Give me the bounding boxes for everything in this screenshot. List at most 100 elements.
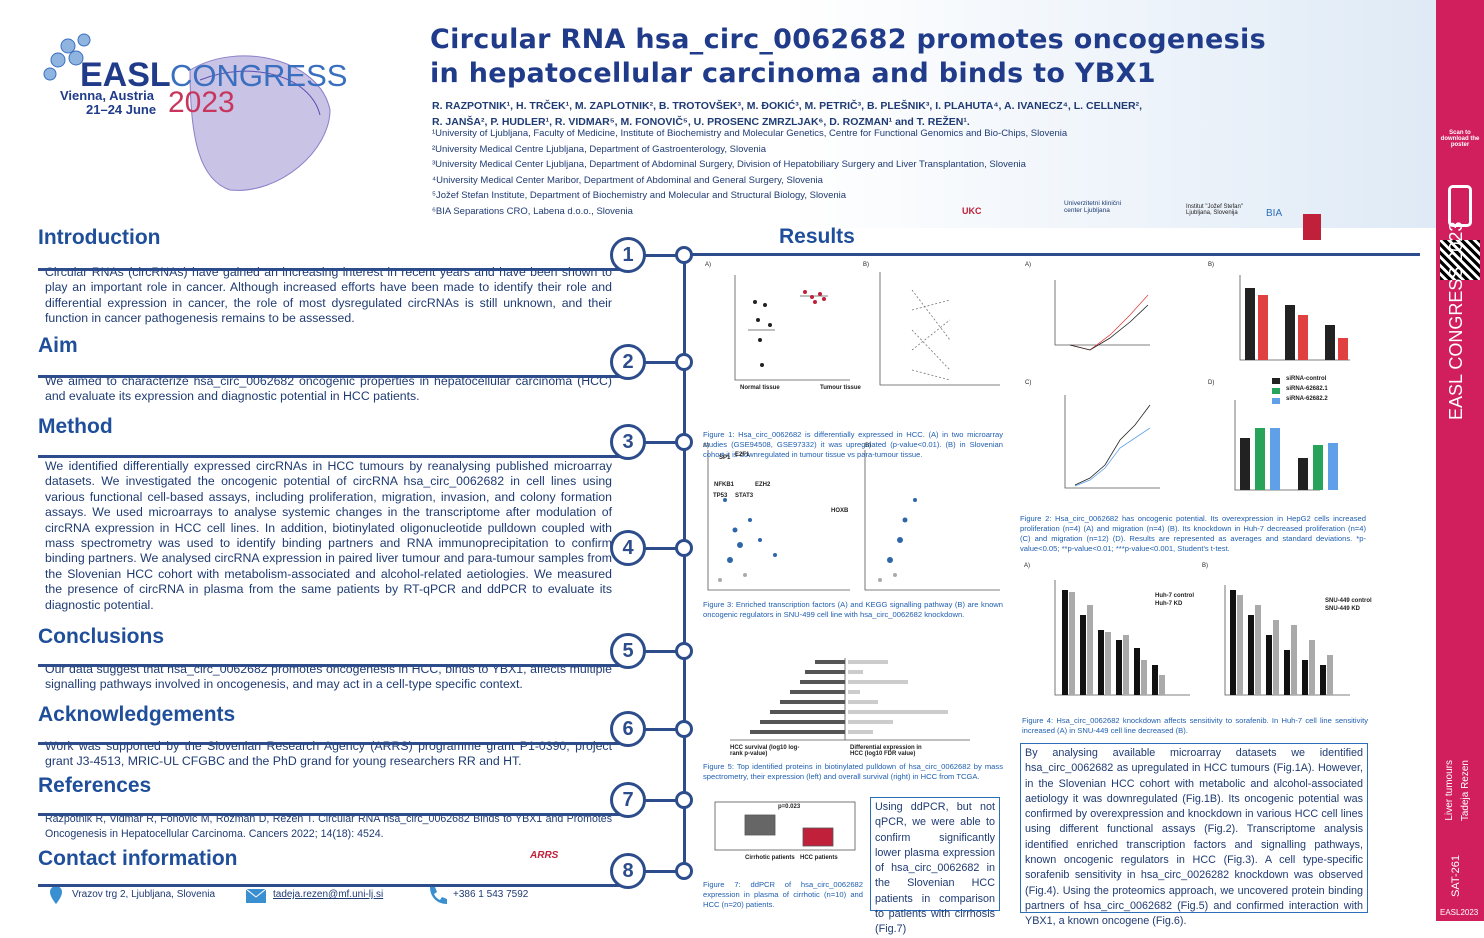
step-number: 7	[610, 782, 646, 818]
ddpcr-text: Using ddPCR, but not qPCR, we were able …	[870, 797, 1000, 935]
step-number: 8	[610, 853, 646, 889]
logo-place: Vienna, Austria	[60, 88, 154, 103]
figure-label: Huh-7 KD	[1155, 601, 1183, 607]
results-title: Results	[779, 225, 855, 248]
panel-label: B)	[863, 262, 869, 268]
affiliation: ⁵Jožef Stefan Institute, Department of B…	[432, 190, 847, 201]
figure-caption: Figure 5: Top identified proteins in bio…	[703, 762, 1003, 781]
section-title: Acknowledgements	[38, 703, 236, 726]
sidebar-tag: EASL2023	[1440, 908, 1479, 917]
section-title: Contact information	[38, 847, 238, 870]
scan-text: Scan to download the poster	[1440, 130, 1480, 148]
contact-icons	[50, 886, 447, 904]
arrs-logo: ARRS	[530, 850, 559, 861]
sidebar: Scan to download the poster EASL CONGRES…	[1436, 0, 1484, 921]
figure-label: TP53	[713, 493, 728, 499]
panel-label: A)	[1025, 262, 1031, 268]
contact-address: Vrazov trg 2, Ljubljana, Slovenia	[72, 889, 216, 900]
node	[675, 539, 693, 557]
affiliation: ²University Medical Centre Ljubljana, De…	[432, 143, 767, 155]
figure-label: p=0.023	[778, 804, 801, 810]
node	[675, 642, 693, 660]
results-heading: Results	[779, 225, 855, 249]
contact-email[interactable]: tadeja.rezen@mf.uni-lj.si	[273, 889, 384, 900]
section-text: Circular RNAs (circRNAs) have gained an …	[45, 265, 612, 326]
title: in hepatocellular carcinoma and binds to…	[430, 58, 1156, 89]
step-number: 2	[610, 344, 646, 380]
title: Circular RNA hsa_circ_0062682 promotes o…	[430, 24, 1266, 55]
figure-label: HCC patients	[800, 855, 838, 861]
qr-code	[1440, 240, 1480, 280]
rule	[644, 728, 684, 731]
figure-label: SNU-449 KD	[1325, 606, 1361, 612]
rule	[683, 253, 1420, 256]
partner-logo: BIA	[1266, 208, 1283, 219]
figure-caption: Figure 3: Enriched transcription factors…	[703, 600, 1003, 619]
contact-phone: +386 1 543 7592	[453, 889, 529, 900]
node	[675, 246, 693, 264]
section-text: Razpotnik R, Vidmar R, Fonović M, Rozman…	[45, 813, 612, 841]
figure-label: siRNA-62682.1	[1286, 386, 1328, 392]
sidebar-event: EASL CONGRESS 2023	[1446, 221, 1466, 420]
summary-text: By analysing available microarray datase…	[1020, 743, 1368, 927]
rule	[644, 361, 684, 364]
logo-brand: EASL	[80, 56, 171, 94]
figure-label: SNU-449 control	[1325, 598, 1372, 604]
rule	[644, 254, 684, 257]
step-number: 3	[610, 424, 646, 460]
affiliation: ⁴University Medical Center Maribor, Depa…	[432, 174, 823, 186]
logo-event: CONGRESS	[170, 58, 348, 93]
timeline	[683, 262, 686, 872]
authors: R. JANŠA², P. HUDLER¹, R. VIDMAR⁵, M. FO…	[432, 116, 970, 128]
partner-logo: Institut "Jožef Stefan" Ljubljana, Slove…	[1186, 204, 1243, 216]
sidebar-author: Tadeja Rezen	[1460, 760, 1471, 822]
rule	[644, 547, 684, 550]
rule	[38, 742, 628, 745]
panel-label: C)	[1025, 380, 1032, 386]
partner-logo	[1303, 214, 1321, 240]
rule	[38, 813, 628, 816]
section-text: We identified differentially expressed c…	[45, 459, 612, 612]
rule	[38, 455, 628, 458]
figure-label: siRNA-62682.2	[1286, 396, 1328, 402]
section-title: Introduction	[38, 226, 161, 249]
figure-label: Differential expression in HCC (log10 FD…	[850, 745, 922, 757]
panel-label: A)	[1024, 563, 1030, 569]
figure-label: HCC survival (log10 log-rank p-value)	[730, 745, 800, 757]
figure-label: Normal tissue	[740, 385, 780, 391]
node	[675, 433, 693, 451]
panel-label: B)	[865, 443, 871, 449]
section-title: References	[38, 774, 152, 797]
panel-label: D)	[1208, 380, 1215, 386]
step-number: 5	[610, 633, 646, 669]
affiliation: ⁶BIA Separations CRO, Labena d.o.o., Slo…	[432, 205, 633, 217]
figure-caption: Figure 7: ddPCR of hsa_circ_0062682 expr…	[703, 880, 863, 909]
figure-label: EZH2	[755, 482, 771, 488]
rule	[644, 650, 684, 653]
sidebar-topic: Liver tumours	[1444, 760, 1455, 821]
panel-label: A)	[703, 443, 709, 449]
figure-label: SP1	[719, 455, 731, 461]
panel-label: A)	[705, 262, 711, 268]
node	[675, 353, 693, 371]
section-title: Method	[38, 415, 113, 438]
rule	[38, 884, 628, 887]
sidebar-code: SAT-261	[1450, 855, 1462, 897]
figure-label: Huh-7 control	[1155, 593, 1194, 599]
section-text: We aimed to characterize hsa_circ_006268…	[45, 374, 612, 404]
step-number: 4	[610, 530, 646, 566]
rule	[644, 799, 684, 802]
figure-label: STAT3	[735, 493, 754, 499]
partner-logo: UKC	[962, 206, 982, 216]
phone-icon	[1448, 185, 1472, 227]
panel-label: B)	[1208, 262, 1214, 268]
panel-label: B)	[1202, 563, 1208, 569]
rule	[38, 375, 628, 378]
figure-label: siRNA-control	[1286, 376, 1327, 382]
authors: R. RAZPOTNIK¹, H. TRČEK¹, M. ZAPLOTNIK²,…	[432, 100, 1142, 112]
step-number: 1	[610, 237, 646, 273]
rule	[644, 441, 684, 444]
step-number: 6	[610, 711, 646, 747]
affiliation: ¹University of Ljubljana, Faculty of Med…	[432, 128, 1068, 139]
